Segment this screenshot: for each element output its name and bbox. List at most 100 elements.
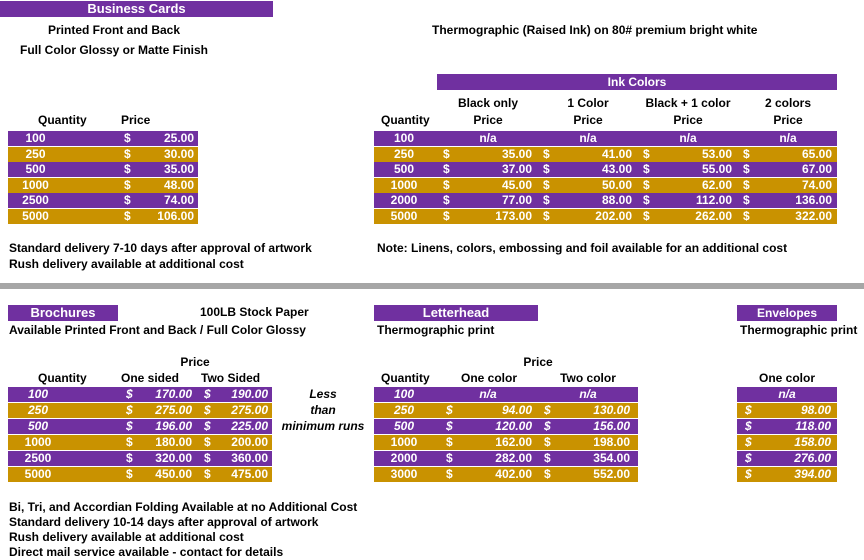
letterhead-cur: $ bbox=[544, 403, 551, 417]
th-cur: $ bbox=[743, 162, 750, 176]
letterhead-table: 100 n/a n/a 250 $94.00 $130.00 500 $120.00 $156.… bbox=[374, 387, 638, 483]
bc-cur: $ bbox=[124, 177, 131, 192]
table-row: 1000 $180.00 $200.00 bbox=[8, 435, 272, 450]
th-cur: $ bbox=[743, 146, 750, 161]
table-row: 2500 $320.00 $360.00 bbox=[8, 451, 272, 466]
brochures-cur: $ bbox=[204, 419, 211, 433]
th-price-label: Price bbox=[773, 113, 803, 127]
brochures-cur: $ bbox=[126, 451, 133, 465]
table-row: $276.00 bbox=[737, 451, 837, 466]
brochures-qty: 500 bbox=[27, 419, 49, 433]
th-cur: $ bbox=[443, 193, 450, 207]
th-cur: $ bbox=[643, 193, 650, 207]
th-price: 37.00 bbox=[501, 162, 532, 176]
table-row: 3000 $402.00 $552.00 bbox=[374, 467, 638, 482]
env-price: 158.00 bbox=[794, 435, 831, 449]
brochures-qty: 5000 bbox=[24, 467, 52, 481]
th-cur: $ bbox=[643, 146, 650, 161]
brochures-price-two: 475.00 bbox=[231, 467, 268, 481]
letterhead-price-one: 120.00 bbox=[495, 419, 532, 433]
brochures-price-one: 275.00 bbox=[155, 403, 192, 417]
table-row: 5000 $ 106.00 bbox=[8, 208, 198, 224]
th-price: 55.00 bbox=[701, 162, 732, 176]
brochures-price-one: 450.00 bbox=[155, 467, 192, 481]
bc-col-quantity: Quantity bbox=[38, 113, 87, 127]
brochures-qty: 1000 bbox=[24, 435, 52, 449]
th-price: 43.00 bbox=[601, 162, 632, 176]
bc-price: 48.00 bbox=[163, 177, 194, 192]
brochures-cur: $ bbox=[126, 467, 133, 481]
brochures-price-one: 320.00 bbox=[155, 451, 192, 465]
letterhead-price-one: 94.00 bbox=[501, 403, 532, 417]
th-price: 112.00 bbox=[695, 193, 732, 207]
th-price: 67.00 bbox=[801, 162, 832, 176]
brochures-qty: 250 bbox=[27, 403, 49, 417]
brochures-cur: $ bbox=[126, 403, 133, 417]
letterhead-price-two: 130.00 bbox=[593, 403, 630, 417]
table-row: 250 $94.00 $130.00 bbox=[374, 403, 638, 418]
letterhead-cur: $ bbox=[544, 419, 551, 433]
brochures-cur: $ bbox=[126, 435, 133, 449]
env-price: n/a bbox=[778, 387, 796, 401]
env-cur: $ bbox=[745, 419, 752, 433]
th-cur: $ bbox=[443, 162, 450, 176]
brochure-note: Rush delivery available at additional co… bbox=[9, 530, 244, 544]
thermo-note: Note: Linens, colors, embossing and foil… bbox=[377, 241, 788, 255]
th-col-black-plus-1: Black + 1 color bbox=[645, 96, 731, 110]
brochures-cur: $ bbox=[204, 467, 211, 481]
br-col-one-sided: One sided bbox=[121, 371, 180, 385]
bc-delivery-note: Standard delivery 7-10 days after approv… bbox=[9, 241, 312, 255]
table-row: 500 $ 35.00 bbox=[8, 162, 198, 177]
letterhead-price-one: 402.00 bbox=[495, 467, 532, 481]
bc-qty: 250 bbox=[25, 146, 46, 161]
th-price: 45.00 bbox=[501, 177, 532, 192]
th-price: 173.00 bbox=[495, 208, 532, 223]
th-col-1-color: 1 Color bbox=[567, 96, 609, 110]
thermo-title: Thermographic (Raised Ink) on 80# premiu… bbox=[432, 23, 758, 37]
th-qty: 1000 bbox=[390, 177, 418, 192]
th-price: 41.00 bbox=[601, 146, 632, 161]
letterhead-cur: $ bbox=[544, 451, 551, 465]
th-cur: $ bbox=[443, 177, 450, 192]
th-price-label: Price bbox=[473, 113, 503, 127]
letterhead-qty: 3000 bbox=[390, 467, 418, 481]
bc-qty: 2500 bbox=[22, 193, 49, 207]
letterhead-cur: $ bbox=[446, 451, 453, 465]
env-price: 118.00 bbox=[795, 419, 831, 433]
table-row: 2000 $282.00 $354.00 bbox=[374, 451, 638, 466]
lh-col-one-color: One color bbox=[460, 371, 517, 385]
th-cur: $ bbox=[543, 177, 550, 192]
table-row: 2000 $77.00 $88.00 $112.00 $136.00 bbox=[374, 193, 837, 208]
table-row: $98.00 bbox=[737, 403, 837, 418]
th-cur: $ bbox=[643, 162, 650, 176]
letterhead-price-two: 354.00 bbox=[593, 451, 630, 465]
brochures-cur: $ bbox=[204, 387, 211, 401]
th-cur: $ bbox=[443, 208, 450, 223]
table-row: 250 $275.00 $275.00 bbox=[8, 403, 272, 418]
letterhead-cur: $ bbox=[446, 419, 453, 433]
bc-qty: 5000 bbox=[22, 208, 49, 223]
br-col-two-sided: Two Sided bbox=[201, 371, 261, 385]
th-price: 322.00 bbox=[795, 208, 832, 223]
brochures-price-two: 225.00 bbox=[231, 419, 268, 433]
bc-price: 25.00 bbox=[163, 131, 194, 145]
env-col-one-color: One color bbox=[758, 371, 815, 385]
env-cur: $ bbox=[745, 451, 752, 465]
letterhead-qty: 500 bbox=[393, 419, 415, 433]
brochures-subtitle: Available Printed Front and Back / Full … bbox=[9, 323, 306, 337]
brochure-note: Standard delivery 10-14 days after appro… bbox=[9, 515, 319, 529]
th-cur: $ bbox=[443, 146, 450, 161]
brochures-cur: $ bbox=[126, 387, 133, 401]
table-row: n/a bbox=[737, 387, 837, 402]
bc-rush-note: Rush delivery available at additional co… bbox=[9, 257, 244, 271]
th-price: 65.00 bbox=[801, 146, 832, 161]
letterhead-cur: $ bbox=[544, 467, 551, 481]
brochures-price-one: 170.00 bbox=[155, 387, 192, 401]
table-row: 500 $37.00 $43.00 $55.00 $67.00 bbox=[374, 162, 837, 177]
th-price: 77.00 bbox=[501, 193, 532, 207]
table-row: $118.00 bbox=[737, 419, 837, 434]
brochures-table: 100 $170.00 $190.00 250 $275.00 $275.00 500 $19… bbox=[8, 387, 272, 483]
env-cur: $ bbox=[745, 403, 752, 417]
less-than-line1: Less bbox=[309, 387, 337, 401]
envelopes-header: Envelopes bbox=[737, 305, 837, 321]
